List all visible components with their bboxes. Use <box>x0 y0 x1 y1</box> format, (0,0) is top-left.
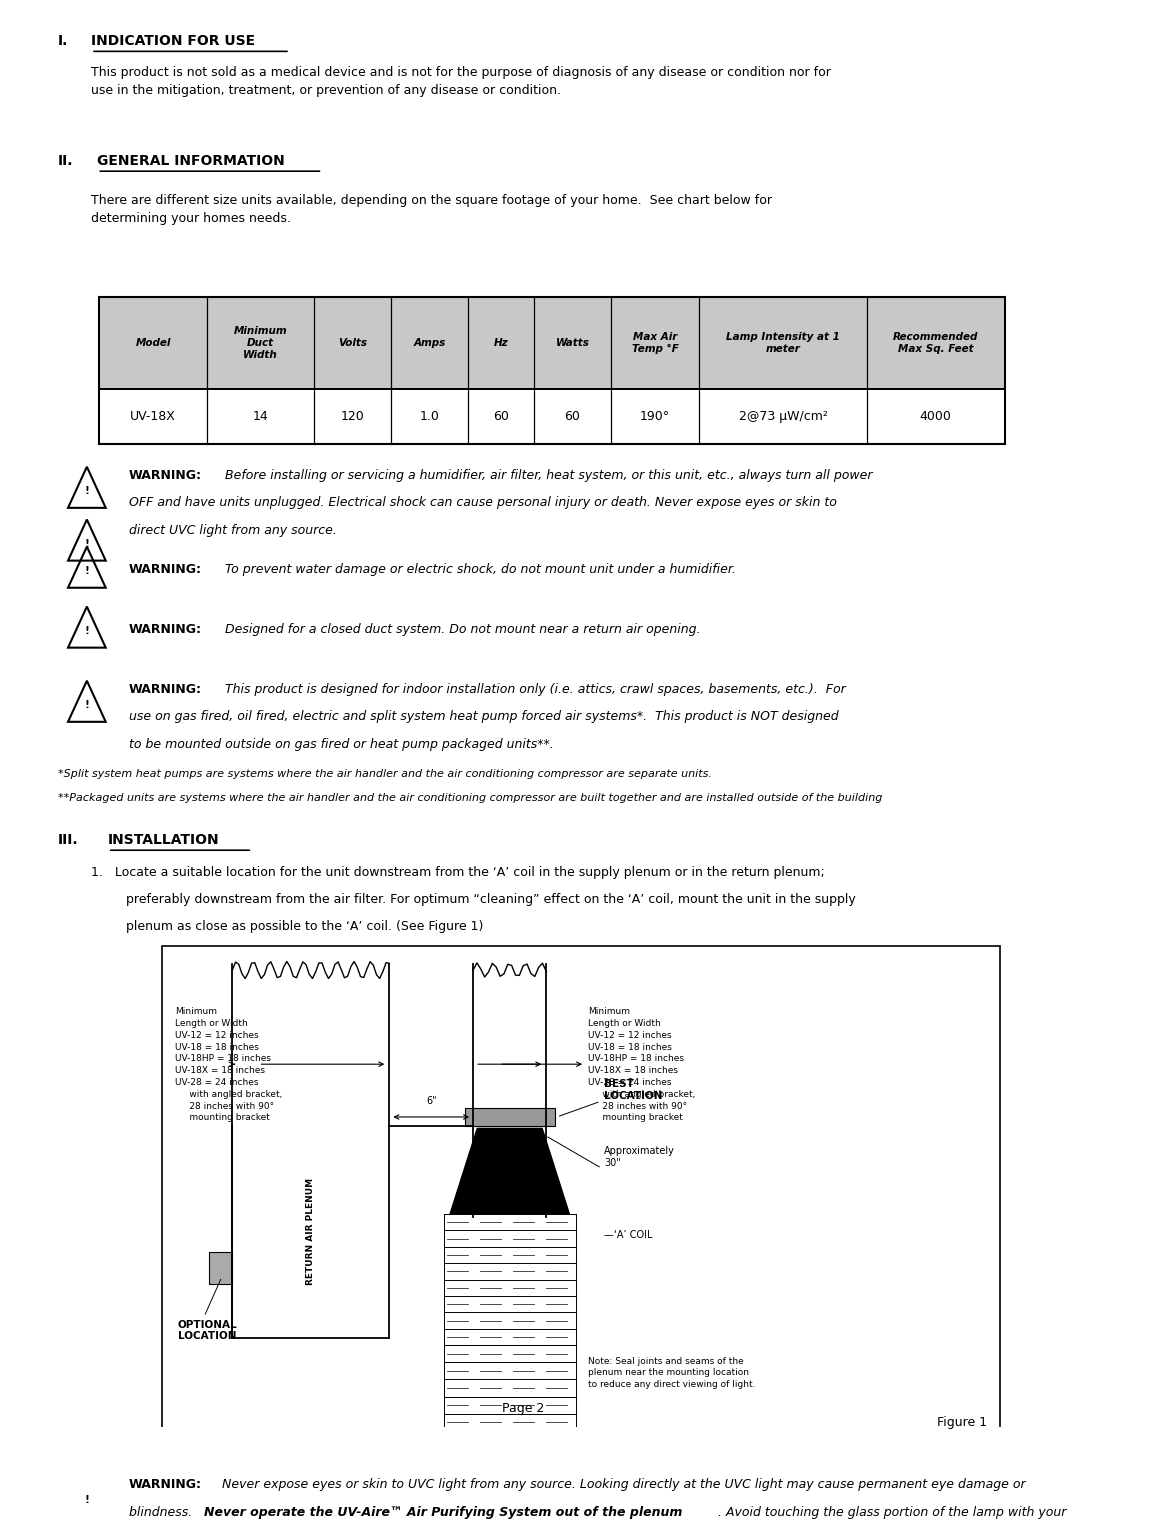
Text: blindness.: blindness. <box>129 1506 196 1520</box>
Text: Minimum
Duct
Width: Minimum Duct Width <box>234 326 287 361</box>
Text: SUPPLY AIR
PLENUM: SUPPLY AIR PLENUM <box>500 1157 519 1208</box>
Bar <box>162 946 1000 1437</box>
Text: Max Air
Temp °F: Max Air Temp °F <box>632 332 679 355</box>
Text: WARNING:: WARNING: <box>129 1479 202 1491</box>
Bar <box>100 297 1004 390</box>
Text: Figure 1: Figure 1 <box>936 1416 987 1430</box>
Text: INSTALLATION: INSTALLATION <box>108 833 219 847</box>
Bar <box>100 390 1004 443</box>
Text: Never operate the UV-Aire™ Air Purifying System out of the plenum: Never operate the UV-Aire™ Air Purifying… <box>205 1506 683 1520</box>
Text: **Packaged units are systems where the air handler and the air conditioning comp: **Packaged units are systems where the a… <box>57 794 882 803</box>
Text: —‘A’ COIL: —‘A’ COIL <box>604 1231 653 1240</box>
Text: 2@73 μW/cm²: 2@73 μW/cm² <box>739 410 827 424</box>
Text: 190°: 190° <box>640 410 670 424</box>
Text: GENERAL INFORMATION: GENERAL INFORMATION <box>98 154 285 168</box>
Text: Before installing or servicing a humidifier, air filter, heat system, or this un: Before installing or servicing a humidif… <box>221 469 872 482</box>
Bar <box>464 1109 555 1125</box>
Text: 4000: 4000 <box>920 410 951 424</box>
Text: 60: 60 <box>564 410 580 424</box>
Text: !: ! <box>84 700 90 709</box>
Text: OFF and have units unplugged. Electrical shock can cause personal injury or deat: OFF and have units unplugged. Electrical… <box>129 497 836 509</box>
Text: III.: III. <box>57 833 78 847</box>
Text: 120: 120 <box>341 410 364 424</box>
Text: To prevent water damage or electric shock, do not mount unit under a humidifier.: To prevent water damage or electric shoc… <box>221 564 735 576</box>
Text: Never expose eyes or skin to UVC light from any source. Looking directly at the : Never expose eyes or skin to UVC light f… <box>217 1479 1025 1491</box>
Text: 6": 6" <box>426 1096 437 1105</box>
Text: 1.0: 1.0 <box>419 410 440 424</box>
Text: to be mounted outside on gas fired or heat pump packaged units**.: to be mounted outside on gas fired or he… <box>129 737 554 751</box>
Text: Designed for a closed duct system. Do not mount near a return air opening.: Designed for a closed duct system. Do no… <box>221 624 701 636</box>
Text: use on gas fired, oil fired, electric and split system heat pump forced air syst: use on gas fired, oil fired, electric an… <box>129 711 839 723</box>
Text: Amps: Amps <box>414 338 446 349</box>
Text: UV-18X: UV-18X <box>130 410 176 424</box>
Text: Volts: Volts <box>339 338 368 349</box>
Text: BEST
LOCATION: BEST LOCATION <box>604 1079 663 1101</box>
Text: Recommended
Max Sq. Feet: Recommended Max Sq. Feet <box>893 332 979 355</box>
Bar <box>444 1448 576 1479</box>
Bar <box>100 297 1004 443</box>
Text: direct UVC light from any source.: direct UVC light from any source. <box>129 523 337 537</box>
Text: WARNING:: WARNING: <box>129 683 202 696</box>
Text: !: ! <box>84 538 90 549</box>
Text: WARNING:: WARNING: <box>129 564 202 576</box>
Text: *Split system heat pumps are systems where the air handler and the air condition: *Split system heat pumps are systems whe… <box>57 769 711 778</box>
Text: preferably downstream from the air filter. For optimum “cleaning” effect on the : preferably downstream from the air filte… <box>125 893 855 907</box>
Text: Minimum
Length or Width
UV-12 = 12 inches
UV-18 = 18 inches
UV-18HP = 18 inches
: Minimum Length or Width UV-12 = 12 inche… <box>175 1008 283 1122</box>
Text: Page 2: Page 2 <box>502 1402 545 1416</box>
Text: !: ! <box>84 1495 90 1505</box>
Text: !: ! <box>84 486 90 495</box>
Text: plenum as close as possible to the ‘A’ coil. (See Figure 1): plenum as close as possible to the ‘A’ c… <box>125 920 483 933</box>
Text: INDICATION FOR USE: INDICATION FOR USE <box>91 34 255 49</box>
Text: 1.   Locate a suitable location for the unit downstream from the ‘A’ coil in the: 1. Locate a suitable location for the un… <box>91 865 825 879</box>
Text: Minimum
Length or Width
UV-12 = 12 inches
UV-18 = 18 inches
UV-18HP = 18 inches
: Minimum Length or Width UV-12 = 12 inche… <box>588 1008 695 1122</box>
Bar <box>209 1252 232 1284</box>
Text: !: ! <box>84 566 90 576</box>
Text: Watts: Watts <box>555 338 589 349</box>
Text: Model: Model <box>136 338 171 349</box>
Text: Note: Seal joints and seams of the
plenum near the mounting location
to reduce a: Note: Seal joints and seams of the plenu… <box>588 1356 756 1388</box>
Text: OPTIONAL
LOCATION: OPTIONAL LOCATION <box>178 1320 238 1341</box>
Text: 14: 14 <box>253 410 269 424</box>
Text: WARNING:: WARNING: <box>129 469 202 482</box>
Text: There are different size units available, depending on the square footage of you: There are different size units available… <box>91 194 772 225</box>
Text: . Avoid touching the glass portion of the lamp with your: . Avoid touching the glass portion of th… <box>718 1506 1066 1520</box>
Text: II.: II. <box>57 154 74 168</box>
Text: Hz: Hz <box>494 338 509 349</box>
Text: I.: I. <box>57 34 68 49</box>
Polygon shape <box>450 1128 570 1214</box>
Text: WARNING:: WARNING: <box>129 624 202 636</box>
Text: Approximately
30": Approximately 30" <box>604 1145 674 1168</box>
Text: !: ! <box>84 625 90 636</box>
Text: RETURN AIR PLENUM: RETURN AIR PLENUM <box>307 1179 315 1286</box>
Text: This product is not sold as a medical device and is not for the purpose of diagn: This product is not sold as a medical de… <box>91 66 831 96</box>
Text: This product is designed for indoor installation only (i.e. attics, crawl spaces: This product is designed for indoor inst… <box>221 683 846 696</box>
Text: 60: 60 <box>493 410 509 424</box>
Text: Lamp Intensity at 1
meter: Lamp Intensity at 1 meter <box>726 332 840 355</box>
